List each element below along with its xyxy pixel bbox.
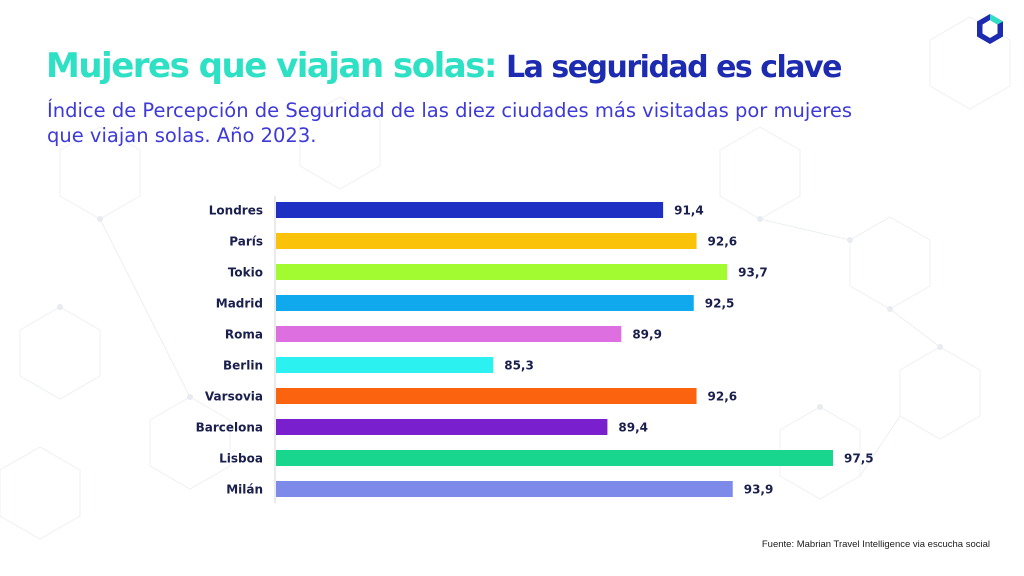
bar xyxy=(276,481,733,497)
chart-title: Mujeres que viajan solas: La seguridad es… xyxy=(46,42,842,92)
category-label: Londres xyxy=(209,204,263,218)
category-label: Berlin xyxy=(223,359,263,373)
category-label: Varsovia xyxy=(205,390,263,404)
bar xyxy=(276,419,608,435)
bar-value-label: 93,9 xyxy=(744,483,774,497)
bar xyxy=(276,264,728,280)
bar-value-label: 97,5 xyxy=(844,452,874,466)
chart-subtitle: Índice de Percepción de Seguridad de las… xyxy=(47,99,853,147)
bar xyxy=(276,388,697,404)
category-label: París xyxy=(229,235,263,249)
bar-value-label: 85,3 xyxy=(504,359,534,373)
bar xyxy=(276,295,694,311)
bar-value-label: 91,4 xyxy=(674,204,704,218)
bar-value-label: 93,7 xyxy=(738,266,768,280)
bar xyxy=(276,233,697,249)
category-label: Milán xyxy=(226,483,263,497)
bar xyxy=(276,202,664,218)
title-highlight: Mujeres que viajan solas: xyxy=(46,46,498,86)
bar xyxy=(276,450,833,466)
category-label: Roma xyxy=(225,328,263,342)
category-label: Lisboa xyxy=(219,452,263,466)
bar-value-label: 89,4 xyxy=(618,421,648,435)
source-note: Fuente: Mabrian Travel Intelligence via … xyxy=(761,539,990,550)
category-label: Barcelona xyxy=(196,421,263,435)
category-label: Tokio xyxy=(228,266,263,280)
title-main: La seguridad es clave xyxy=(506,50,842,85)
bar xyxy=(276,326,622,342)
bar-value-label: 92,6 xyxy=(708,390,738,404)
category-label: Madrid xyxy=(216,297,263,311)
brand-logo-icon xyxy=(977,14,1003,44)
bar xyxy=(276,357,494,373)
bar-value-label: 92,5 xyxy=(705,297,735,311)
bar-value-label: 89,9 xyxy=(632,328,662,342)
bar-value-label: 92,6 xyxy=(708,235,738,249)
